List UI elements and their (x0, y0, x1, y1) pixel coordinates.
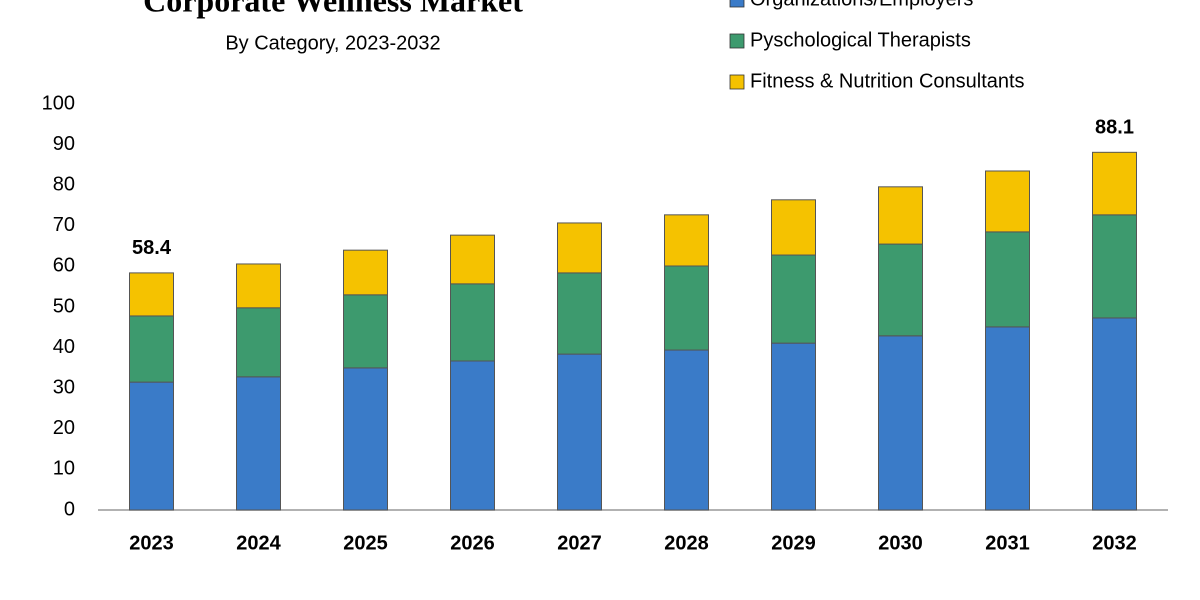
x-tick-label: 2031 (985, 532, 1030, 554)
bar-segment (878, 335, 923, 511)
x-tick-label: 2028 (664, 532, 709, 554)
bar-segment (557, 353, 602, 511)
legend-swatch (729, 0, 745, 8)
x-tick-label: 2023 (129, 532, 174, 554)
legend-label: Fitness & Nutrition Consultants (750, 70, 1025, 92)
bar-segment (450, 360, 495, 511)
y-tick-label: 70 (53, 214, 75, 236)
legend-label: Pyschological Therapists (750, 29, 971, 51)
bar-segment (557, 272, 602, 355)
y-tick-label: 100 (42, 92, 75, 114)
bar-segment (1092, 317, 1137, 511)
y-tick-label: 60 (53, 255, 75, 277)
bar-segment (664, 349, 709, 511)
bar-segment (129, 315, 174, 383)
x-tick-label: 2027 (557, 532, 602, 554)
y-tick-label: 90 (53, 133, 75, 155)
bar-segment (985, 231, 1030, 328)
bar-segment (664, 214, 709, 267)
bar-segment (985, 326, 1030, 511)
x-tick-label: 2032 (1092, 532, 1137, 554)
y-tick-label: 0 (64, 498, 75, 520)
total-label: 88.1 (1095, 117, 1134, 139)
bar-segment (343, 249, 388, 296)
y-tick-label: 20 (53, 417, 75, 439)
bar-segment (1092, 151, 1137, 216)
bar-segment (450, 283, 495, 362)
bar-segment (343, 367, 388, 511)
bar-segment (129, 381, 174, 511)
y-tick-label: 30 (53, 376, 75, 398)
bar-segment (450, 234, 495, 285)
legend-label: Organizations/Employers (750, 0, 973, 10)
legend-swatch (729, 33, 745, 49)
x-tick-label: 2030 (878, 532, 923, 554)
y-tick-label: 50 (53, 295, 75, 317)
chart-title: Corporate Wellness Market (143, 0, 523, 18)
bar-segment (771, 199, 816, 256)
bar-segment (129, 272, 174, 317)
bar-segment (878, 243, 923, 337)
bar-segment (664, 265, 709, 351)
x-tick-label: 2026 (450, 532, 495, 554)
bar-segment (236, 263, 281, 309)
legend-swatch (729, 74, 745, 90)
bar-segment (985, 170, 1030, 233)
chart-subtitle: By Category, 2023-2032 (225, 32, 440, 54)
x-tick-label: 2029 (771, 532, 816, 554)
bar-segment (771, 342, 816, 511)
x-tick-label: 2024 (236, 532, 281, 554)
y-tick-label: 10 (53, 458, 75, 480)
bar-segment (1092, 214, 1137, 319)
bar-segment (771, 254, 816, 344)
bar-segment (878, 186, 923, 245)
bar-segment (343, 294, 388, 369)
total-label: 58.4 (132, 237, 172, 259)
y-tick-label: 80 (53, 173, 75, 195)
bar-segment (557, 222, 602, 274)
x-tick-label: 2025 (343, 532, 388, 554)
y-tick-label: 40 (53, 336, 75, 358)
bar-segment (236, 376, 281, 511)
bar-segment (236, 307, 281, 378)
